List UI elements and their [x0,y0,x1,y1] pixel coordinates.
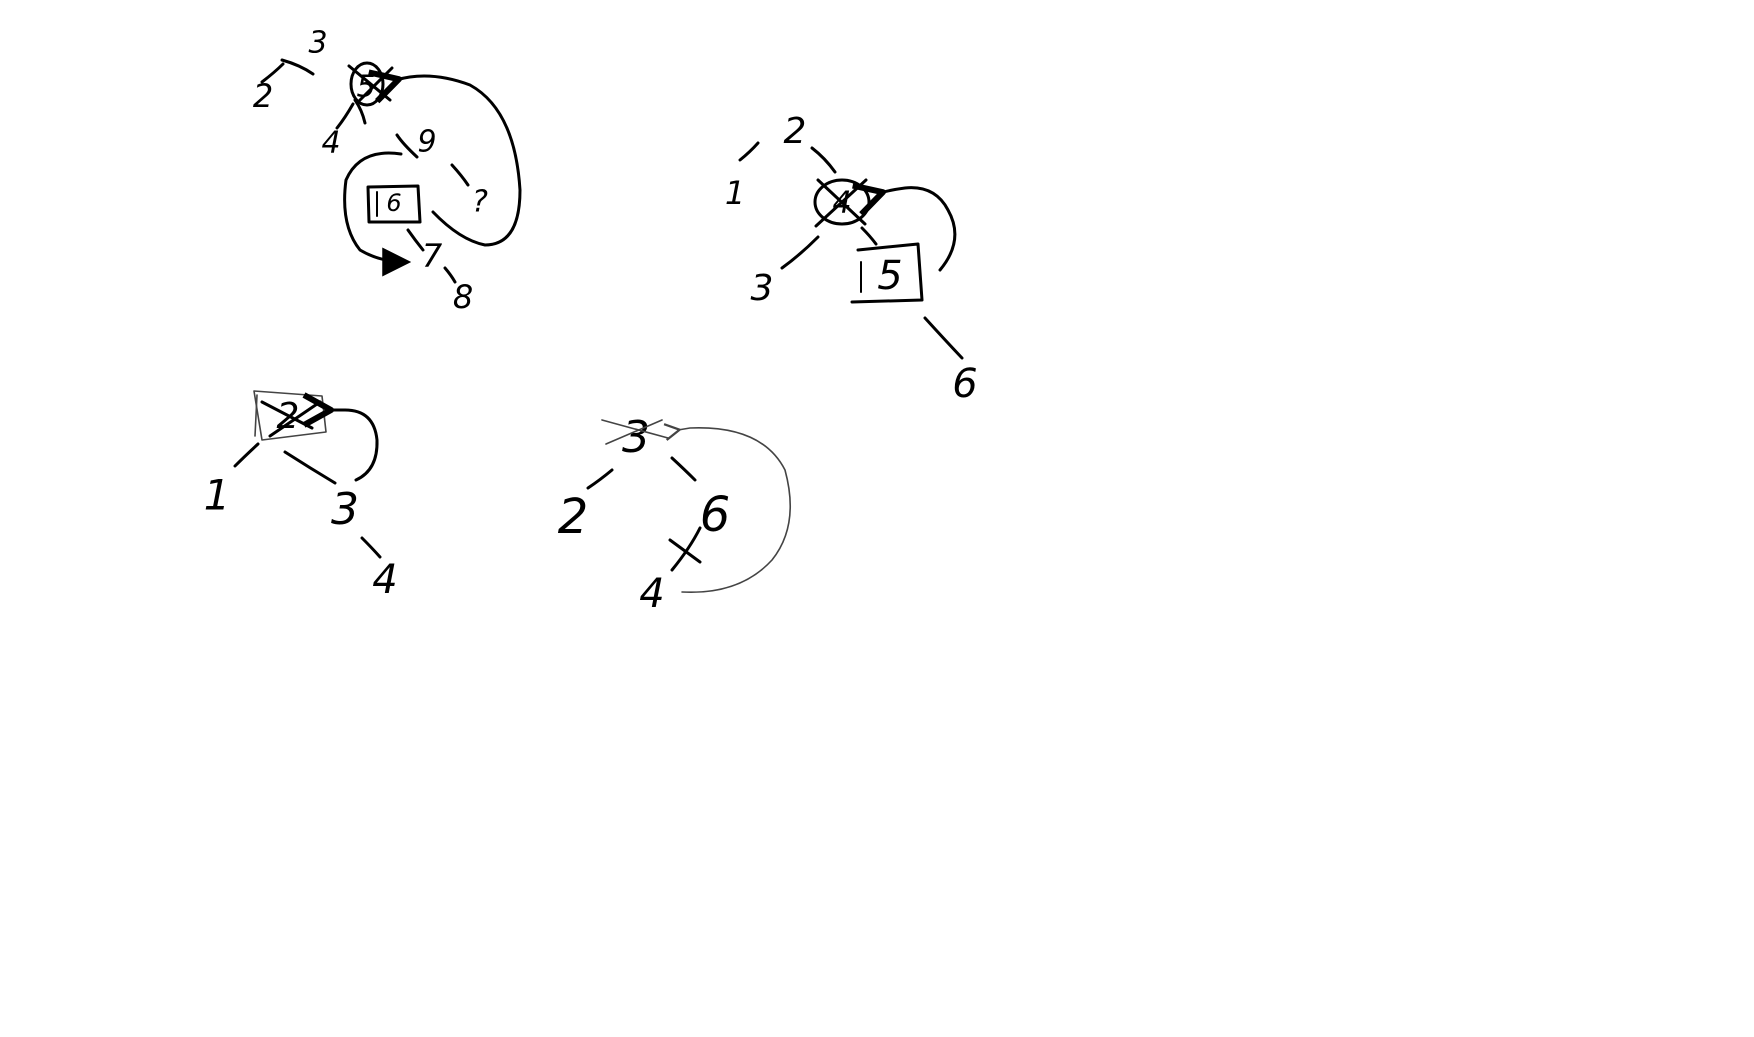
tree-c-node-1: 1 [204,471,231,520]
tree-c-node-3: 3 [331,484,359,535]
tree-d-edge-3-6 [670,456,697,482]
tree-a-box-outline [366,184,422,224]
tree-a-node-8: 8 [453,278,473,316]
tree-d-node-6: 6 [700,487,731,543]
tree-a-edge-9-6 [395,133,419,159]
tree-a-replace-arrow [368,69,522,247]
tree-b-edge-4-5 [860,226,878,246]
tree-b-node-5: 5 [877,253,902,299]
tree-d: 3 2 6 4 [558,412,791,617]
tree-b-deleted-node: 4 [813,178,871,228]
tree-b-successor-box: 5 [850,242,924,304]
tree-a-node-9: 9 [417,125,436,160]
tree-b-node-6: 6 [952,361,977,407]
tree-c-edge-3-4 [360,536,382,559]
tree-c-box-outline [253,390,327,441]
tree-c-replace-arrow [302,392,379,482]
tree-b-node-2: 2 [784,111,807,152]
tree-d-node-4: 4 [639,571,664,617]
tree-b: 2 1 4 3 5 6 [725,111,978,407]
tree-d-edge-cross [668,538,702,564]
tree-a-edge-5-9 [353,98,367,125]
tree-a-edge-6-7 [406,228,425,252]
tree-a-node-6: 6 [386,189,401,217]
tree-c-edge-2-3 [283,450,337,485]
tree-a-node-4: 4 [321,126,340,161]
tree-b-edge-2-4 [810,146,837,174]
tree-a-edge-3-5 [280,58,315,76]
tree-b-box-outline [850,242,924,304]
tree-d-cross-stroke-2 [605,419,663,445]
tree-d-replace-arrow [663,423,791,594]
tree-d-edge-3-2 [586,468,614,490]
tree-d-node-2: 2 [558,489,589,545]
tree-c-deleted-node: 2 [253,390,327,441]
tree-b-edge-4-3 [780,235,820,270]
tree-d-deleted-node: 3 [601,412,669,463]
tree-a-node-3: 3 [308,26,327,61]
tree-a-successor-box: 6 [366,184,422,224]
tree-b-edge-5-6 [923,316,964,360]
tree-a-node-question: ? [472,185,488,220]
tree-b-replace-arrow [852,182,957,272]
tree-c: 2 1 3 4 [204,390,398,603]
tree-c-node-4: 4 [372,557,397,603]
tree-d-cross-stroke-1 [601,419,669,439]
tree-c-box-tick [254,394,258,437]
tree-a-edge-5-4 [335,102,355,130]
tree-a-deleted-node: 5 [347,61,394,107]
tree-a-edge-7-8 [443,266,457,284]
tree-a-node-7: 7 [422,237,443,275]
tree-d-edge-6-4 [670,526,702,572]
tree-b-node-1: 1 [725,174,745,212]
tree-d-node-3: 3 [622,412,650,463]
tree-a-node-2: 2 [253,77,273,115]
tree-a: 3 2 5 4 9 6 ? 7 8 [253,26,522,316]
tree-a-edge-3-2 [260,62,285,84]
tree-a-move-arrow [343,151,406,262]
tree-b-node-3: 3 [751,268,774,309]
tree-b-edge-2-1 [738,141,760,162]
tree-c-edge-2-1 [233,442,260,468]
tree-a-edge-9-q [450,163,470,187]
